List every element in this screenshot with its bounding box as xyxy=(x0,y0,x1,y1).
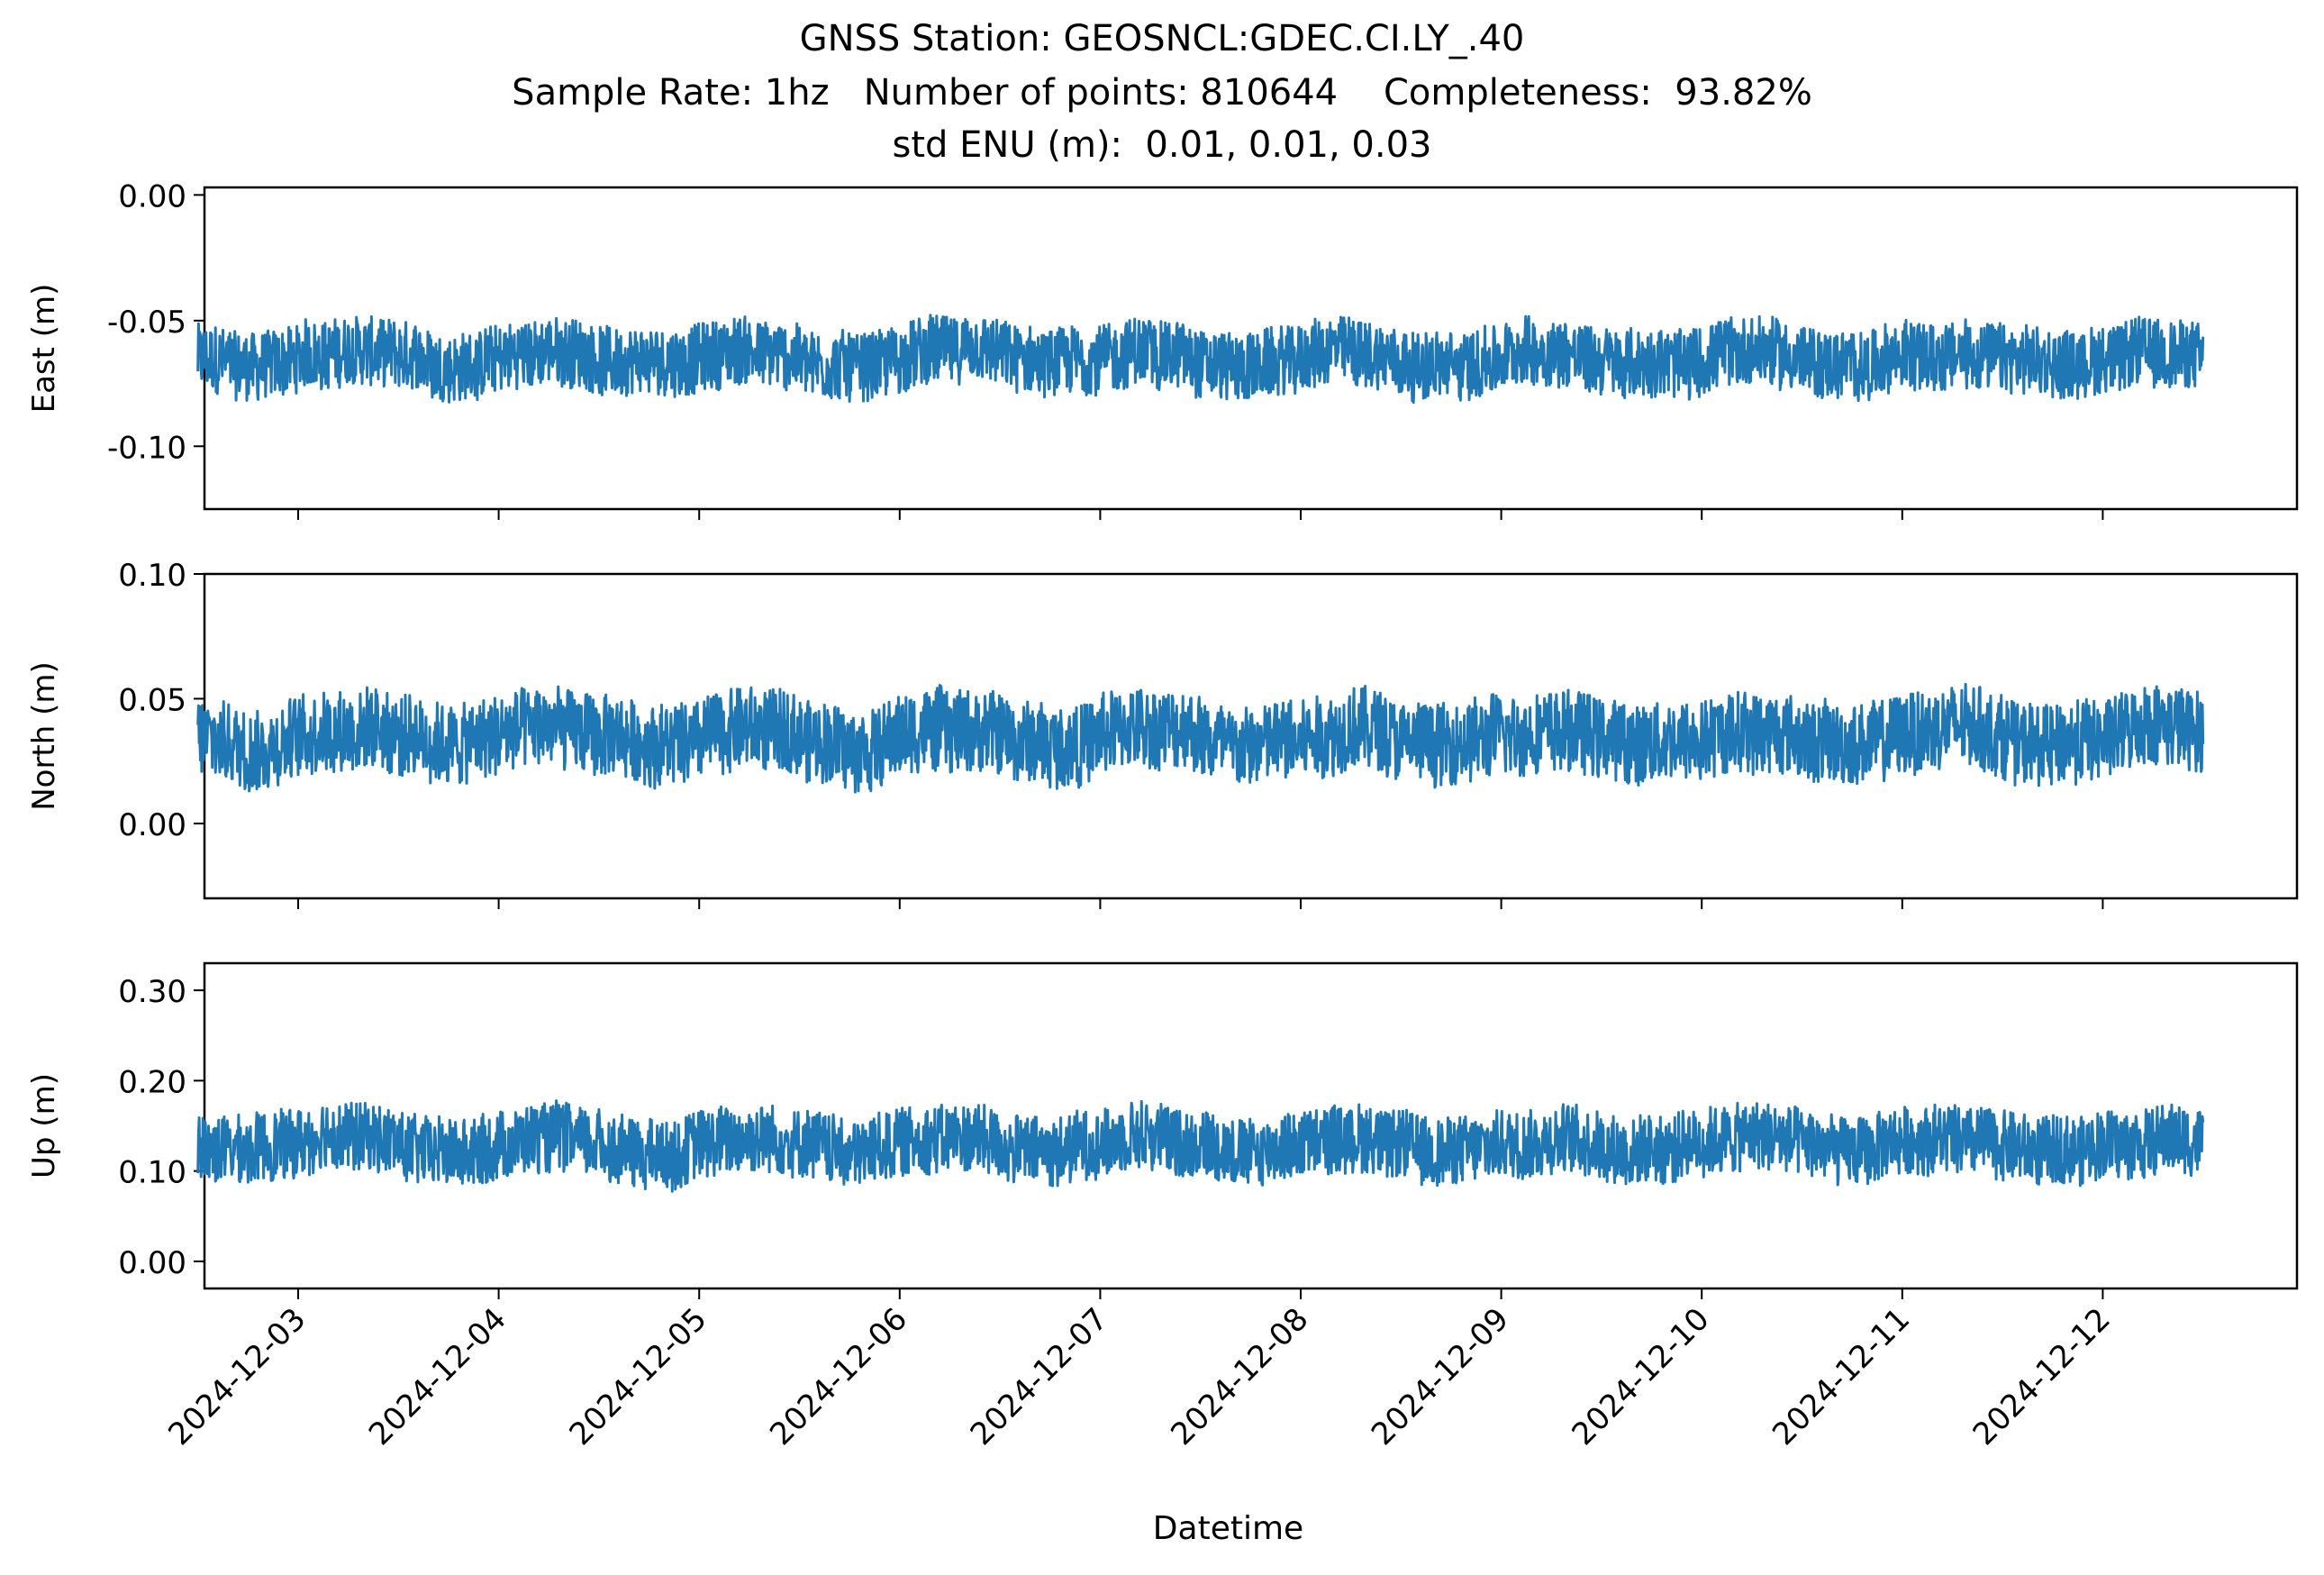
y-axis-label: North (m) xyxy=(26,661,62,811)
series-line xyxy=(196,682,2205,794)
y-axis-label: Up (m) xyxy=(26,1073,62,1179)
y-tick-label: 0.00 xyxy=(118,807,186,843)
x-tick-label: 2024-12-05 xyxy=(563,1301,714,1452)
y-axis-label: East (m) xyxy=(26,284,62,414)
x-tick-label: 2024-12-06 xyxy=(763,1301,914,1452)
x-tick-label: 2024-12-04 xyxy=(362,1301,513,1452)
x-tick-label: 2024-12-08 xyxy=(1164,1301,1315,1452)
y-tick-label: 0.30 xyxy=(118,974,186,1010)
chart-title-station: GNSS Station: GEOSNCL:GDEC.CI.LY_.40 xyxy=(799,18,1525,59)
x-axis-label: Datetime xyxy=(1153,1510,1303,1547)
x-tick-label: 2024-12-11 xyxy=(1766,1301,1917,1452)
x-tick-label: 2024-12-09 xyxy=(1365,1301,1516,1452)
x-tick-label: 2024-12-12 xyxy=(1966,1301,2118,1452)
x-tick-label: 2024-12-03 xyxy=(161,1301,313,1452)
y-tick-label: -0.05 xyxy=(107,305,186,341)
x-tick-label: 2024-12-07 xyxy=(964,1301,1115,1452)
y-tick-label: 0.00 xyxy=(118,1245,186,1281)
y-tick-label: 0.00 xyxy=(118,178,186,214)
y-tick-label: -0.10 xyxy=(107,430,186,466)
y-tick-label: 0.20 xyxy=(118,1064,186,1100)
y-tick-label: 0.10 xyxy=(118,558,186,594)
series-line xyxy=(196,314,2205,405)
chart-title-sampling: Sample Rate: 1hz Number of points: 81064… xyxy=(512,72,1812,114)
chart-title-std: std ENU (m): 0.01, 0.01, 0.03 xyxy=(892,124,1432,166)
series-line xyxy=(196,1099,2205,1193)
x-tick-label: 2024-12-10 xyxy=(1566,1301,1717,1452)
y-tick-label: 0.05 xyxy=(118,682,186,718)
y-tick-label: 0.10 xyxy=(118,1155,186,1191)
